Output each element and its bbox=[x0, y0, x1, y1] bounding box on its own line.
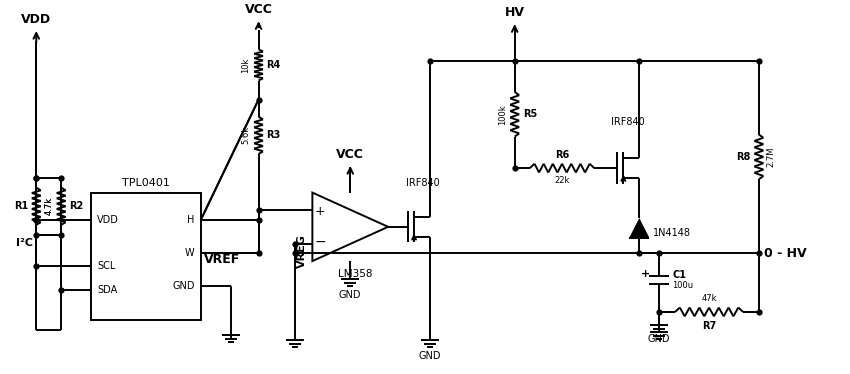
Text: 4.7k: 4.7k bbox=[44, 197, 54, 215]
Text: 2.7M: 2.7M bbox=[767, 147, 776, 167]
Text: HV: HV bbox=[505, 6, 524, 19]
Text: GND: GND bbox=[339, 291, 361, 300]
Text: H: H bbox=[187, 215, 195, 225]
Text: +: + bbox=[641, 269, 650, 279]
Text: GND: GND bbox=[419, 351, 441, 361]
Text: VCC: VCC bbox=[245, 3, 273, 16]
Text: R3: R3 bbox=[267, 131, 280, 140]
Text: GND: GND bbox=[648, 334, 671, 344]
Text: 47k: 47k bbox=[701, 294, 717, 303]
Text: 22k: 22k bbox=[554, 176, 570, 185]
Text: 0 - HV: 0 - HV bbox=[764, 247, 807, 260]
Text: R2: R2 bbox=[69, 201, 83, 211]
Text: SCL: SCL bbox=[97, 261, 116, 271]
Text: R7: R7 bbox=[702, 321, 717, 331]
Text: R4: R4 bbox=[267, 60, 280, 70]
Text: 100u: 100u bbox=[672, 280, 694, 289]
Text: 100k: 100k bbox=[498, 104, 507, 125]
Text: R8: R8 bbox=[737, 152, 751, 162]
Text: R1: R1 bbox=[14, 201, 28, 211]
Polygon shape bbox=[629, 218, 649, 237]
Text: VDD: VDD bbox=[21, 13, 51, 26]
Text: 10k: 10k bbox=[241, 57, 251, 73]
Text: IRF840: IRF840 bbox=[406, 178, 439, 188]
Text: VCC: VCC bbox=[337, 148, 364, 161]
Text: VREF: VREF bbox=[204, 253, 240, 266]
Text: SDA: SDA bbox=[97, 285, 117, 295]
Text: R5: R5 bbox=[523, 109, 537, 119]
Text: −: − bbox=[314, 235, 326, 249]
Text: 4.7k: 4.7k bbox=[44, 197, 54, 215]
Text: W: W bbox=[185, 248, 195, 258]
Text: 1N4148: 1N4148 bbox=[654, 228, 691, 238]
Text: LM358: LM358 bbox=[338, 269, 372, 279]
Text: IRF840: IRF840 bbox=[611, 117, 645, 127]
Text: R6: R6 bbox=[555, 150, 570, 160]
Text: 5.6k: 5.6k bbox=[241, 126, 251, 144]
Text: TPL0401: TPL0401 bbox=[122, 178, 170, 188]
Text: C1: C1 bbox=[672, 270, 686, 280]
Text: VREG: VREG bbox=[298, 234, 308, 268]
Bar bbox=[91, 193, 201, 320]
Text: GND: GND bbox=[173, 280, 195, 291]
Text: VDD: VDD bbox=[97, 215, 119, 225]
Text: +: + bbox=[315, 205, 326, 218]
Text: I²C: I²C bbox=[16, 237, 33, 248]
